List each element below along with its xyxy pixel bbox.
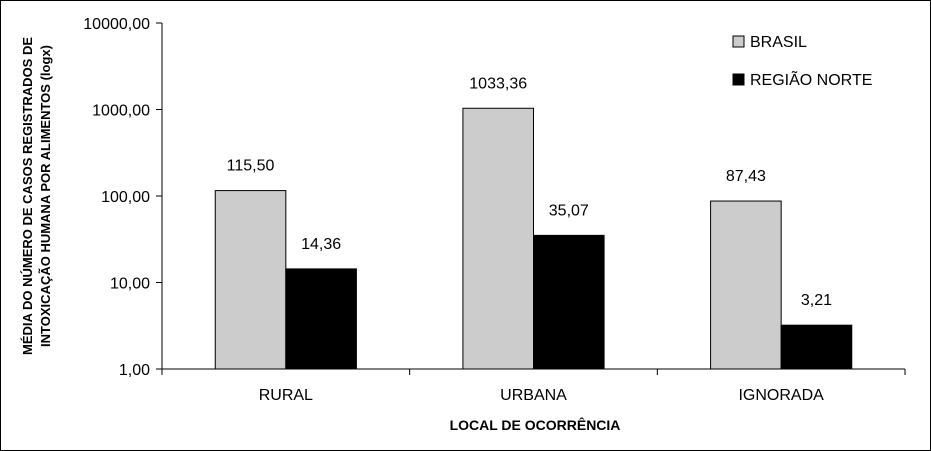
y-axis: 1,00 10,00 100,00 1000,00 10000,00	[83, 16, 163, 379]
data-label: 1033,36	[469, 75, 527, 92]
legend-swatch-brasil	[732, 35, 745, 48]
y-tick-label: 100,00	[101, 189, 150, 206]
data-label: 35,07	[549, 202, 589, 219]
bar-brasil	[214, 190, 287, 370]
data-labels: 115,50 14,36 1033,36 35,07 87,43 3,21	[227, 75, 832, 309]
x-category-label: URBANA	[500, 387, 567, 404]
x-axis-title: LOCAL DE OCORRÊNCIA	[450, 416, 621, 433]
data-label: 115,50	[227, 158, 275, 175]
y-axis-title-line-2: INTOXICAÇÃO HUMANA POR ALIMENTOS (logx)	[38, 45, 53, 347]
y-tick-label: 1000,00	[92, 103, 150, 120]
x-category-label: IGNORADA	[738, 387, 824, 404]
data-label: 14,36	[301, 236, 341, 253]
legend-label-regiao-norte: REGIÃO NORTE	[750, 69, 872, 89]
x-axis: RURAL URBANA IGNORADA	[161, 368, 906, 404]
legend: BRASIL REGIÃO NORTE	[732, 34, 872, 89]
bar-brasil	[462, 107, 535, 370]
bar-regiao-norte	[533, 234, 605, 370]
legend-label-brasil: BRASIL	[750, 34, 807, 51]
bar-brasil	[710, 200, 782, 370]
y-tick-label: 10,00	[110, 276, 150, 293]
x-category-label: RURAL	[259, 387, 313, 404]
data-label: 3,21	[801, 292, 832, 309]
data-label: 87,43	[726, 168, 766, 185]
bar-regiao-norte	[285, 268, 357, 370]
y-axis-title-line-1: MÉDIA DO NÚMERO DE CASOS REGISTRADOS DE	[20, 37, 35, 355]
y-tick-label: 10000,00	[83, 16, 150, 33]
bar-regiao-norte	[780, 324, 853, 370]
bars	[214, 107, 853, 370]
legend-swatch-regiao-norte	[732, 73, 745, 86]
y-tick-label: 1,00	[119, 362, 150, 379]
